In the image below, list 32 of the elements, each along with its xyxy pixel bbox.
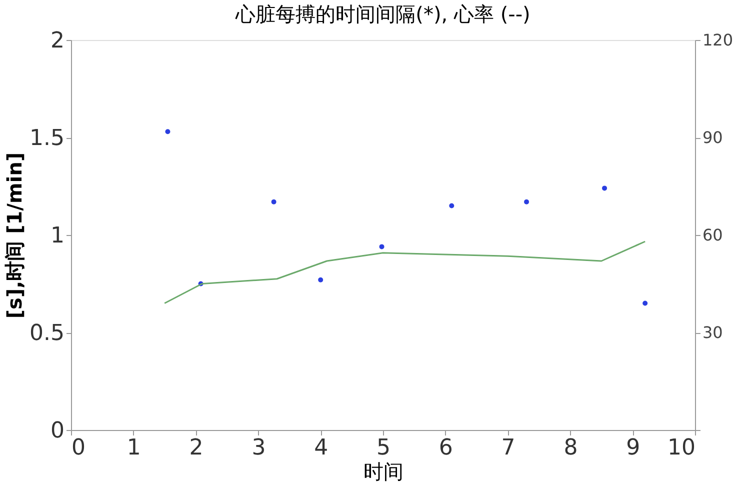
- x-tick-label: 8: [564, 436, 578, 460]
- x-tick-label: 4: [314, 436, 328, 460]
- x-axis-title: 时间: [364, 460, 404, 484]
- x-tick-label: 1: [126, 436, 141, 460]
- point: [602, 186, 608, 191]
- x-tick-label: 2: [189, 436, 204, 460]
- y-tick-label: 0.5: [30, 321, 64, 346]
- y2-tick-label: 90: [702, 128, 723, 147]
- x-tick-label: 6: [438, 436, 453, 460]
- point: [642, 300, 648, 306]
- y-axis-title: [s],时间 [1/min]: [2, 152, 27, 319]
- point: [165, 129, 170, 134]
- point: [318, 277, 324, 282]
- y-tick-label: 2: [50, 28, 64, 54]
- x-tick-label: 3: [252, 436, 266, 460]
- x-tick-label: 9: [626, 436, 640, 460]
- y-tick-label: 1: [50, 224, 64, 248]
- point: [271, 199, 276, 204]
- point: [449, 203, 454, 208]
- y2-tick-label: 60: [702, 226, 723, 244]
- x-tick-label: 5: [376, 436, 390, 460]
- x-tick-label: 0: [72, 436, 86, 460]
- y-tick-label: 0: [50, 418, 64, 444]
- x-tick-label: 7: [501, 436, 516, 460]
- x-tick-label: 10: [668, 436, 696, 460]
- line-series: [164, 240, 646, 304]
- y2-tick-label: 120: [702, 30, 734, 50]
- y2-tick-label: 30: [702, 323, 723, 342]
- point: [379, 244, 384, 250]
- y-tick-label: 1.5: [30, 126, 64, 151]
- chart-title: 心脏每搏的时间间隔(*), 心率 (--): [234, 2, 530, 26]
- point: [524, 199, 530, 204]
